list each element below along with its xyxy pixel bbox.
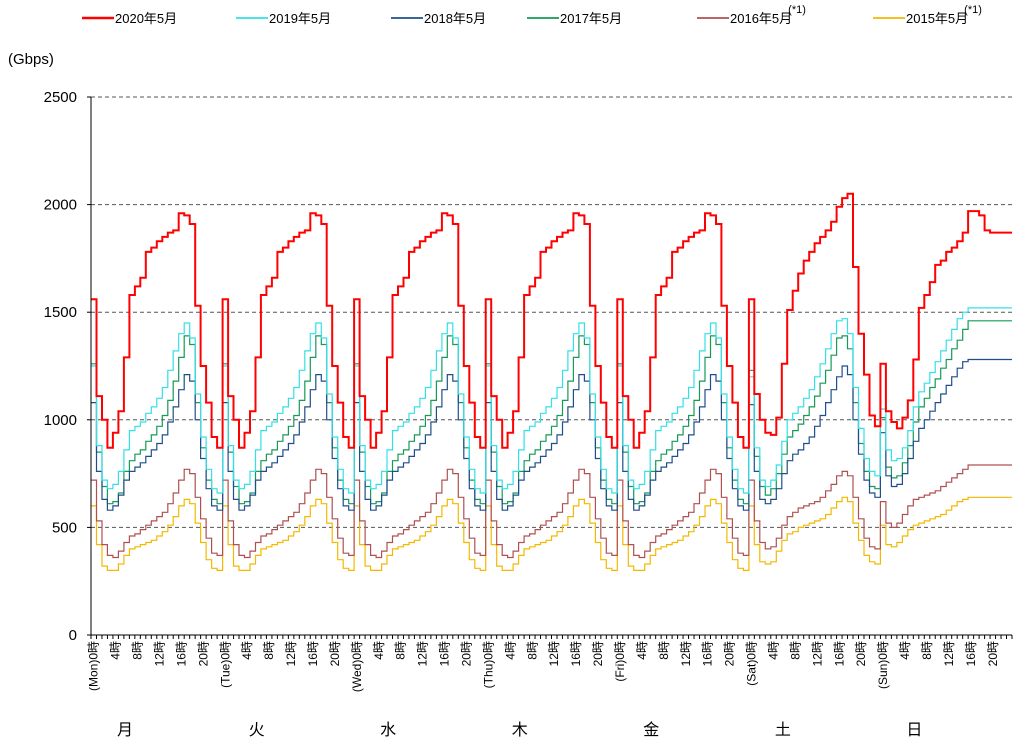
x-tick-label: 12時 — [284, 641, 298, 666]
x-tick-label: 20時 — [854, 641, 868, 666]
x-tick-label: 16時 — [701, 641, 715, 666]
legend-item: 2018年5月 — [391, 11, 486, 26]
legend-item: 2017年5月 — [527, 11, 622, 26]
x-tick-label: 12時 — [942, 641, 956, 666]
x-tick-label: 4時 — [767, 641, 781, 660]
series-line-2020年5月 — [91, 192, 1012, 449]
x-tick-label: 4時 — [898, 641, 912, 660]
y-tick-label: 1500 — [44, 304, 77, 321]
x-tick-label: 12時 — [547, 641, 561, 666]
series-line-2019年5月 — [91, 307, 1012, 494]
y-tick-label: 0 — [69, 627, 77, 644]
y-tick-label: 2000 — [44, 197, 77, 214]
legend-item: 2015年5月(*1) — [873, 4, 982, 26]
x-tick-label: (Sat)0時 — [745, 641, 759, 686]
y-axis-ticks: 0 500 1000 1500 2000 2500 — [44, 89, 91, 644]
x-tick-label: 12時 — [153, 641, 167, 666]
legend-item: 2019年5月 — [236, 11, 331, 26]
gridlines — [91, 96, 1012, 528]
series-line-2016年5月 — [91, 464, 1012, 559]
x-tick-label: 4時 — [240, 641, 254, 660]
x-tick-label: 4時 — [372, 641, 386, 660]
x-tick-label: 12時 — [679, 641, 693, 666]
legend-footnote: (*1) — [964, 4, 982, 16]
x-tick-label: 20時 — [196, 641, 210, 666]
x-tick-label: 8時 — [657, 641, 671, 660]
x-tick-label: 4時 — [503, 641, 517, 660]
x-tick-label: 16時 — [569, 641, 583, 666]
x-tick-label: 16時 — [306, 641, 320, 666]
day-label: 水 — [380, 721, 396, 739]
x-tick-label: 4時 — [635, 641, 649, 660]
y-axis-unit-label: (Gbps) — [8, 51, 54, 68]
x-tick-label: 20時 — [986, 641, 1000, 666]
axes — [90, 97, 1012, 636]
x-tick-label: 20時 — [591, 641, 605, 666]
series-lines — [91, 192, 1012, 571]
day-label: 土 — [775, 721, 791, 739]
x-tick-label: 12時 — [810, 641, 824, 666]
x-tick-label: 8時 — [525, 641, 539, 660]
x-tick-label: 16時 — [832, 641, 846, 666]
y-tick-label: 1000 — [44, 412, 77, 429]
x-tick-label: 20時 — [723, 641, 737, 666]
x-tick-label: (Sun)0時 — [876, 641, 890, 689]
series-line-2017年5月 — [91, 320, 1012, 505]
series-line-2015年5月 — [91, 496, 1012, 571]
legend: 2020年5月 2019年5月 2018年5月 2017年5月 2016年5月(*1)2… — [82, 4, 982, 26]
x-tick-label: 8時 — [262, 641, 276, 660]
x-tick-label: (Wed)0時 — [350, 641, 364, 692]
x-tick-label: 8時 — [131, 641, 145, 660]
x-tick-label: 12時 — [416, 641, 430, 666]
y-tick-label: 500 — [52, 519, 77, 536]
x-tick-label: (Tue)0時 — [218, 641, 232, 688]
x-tick-label: 16時 — [438, 641, 452, 666]
x-tick-label: 20時 — [460, 641, 474, 666]
legend-label: 2015年5月 — [906, 11, 968, 26]
legend-item: 2016年5月(*1) — [697, 4, 806, 26]
day-label: 金 — [643, 721, 659, 739]
day-label: 木 — [512, 721, 528, 739]
legend-label: 2020年5月 — [115, 11, 177, 26]
x-tick-label: (Mon)0時 — [87, 641, 101, 691]
x-tick-label: 8時 — [394, 641, 408, 660]
legend-label: 2016年5月 — [730, 11, 792, 26]
x-tick-label: 8時 — [788, 641, 802, 660]
y-tick-label: 2500 — [44, 89, 77, 106]
legend-footnote: (*1) — [788, 4, 806, 16]
x-tick-label: (Fri)0時 — [613, 641, 627, 682]
x-tick-label: 16時 — [964, 641, 978, 666]
x-tick-label: 20時 — [328, 641, 342, 666]
x-tick-label: 16時 — [174, 641, 188, 666]
x-tick-label: (Thu)0時 — [481, 641, 495, 688]
day-label: 月 — [117, 722, 133, 739]
series-line-2018年5月 — [91, 358, 1012, 511]
legend-item: 2020年5月 — [82, 11, 177, 26]
x-tick-label: 4時 — [109, 641, 123, 660]
legend-label: 2017年5月 — [560, 11, 622, 26]
day-label: 火 — [249, 722, 265, 739]
legend-label: 2018年5月 — [424, 11, 486, 26]
legend-label: 2019年5月 — [269, 11, 331, 26]
x-tick-label: 8時 — [920, 641, 934, 660]
day-label: 日 — [906, 722, 922, 739]
